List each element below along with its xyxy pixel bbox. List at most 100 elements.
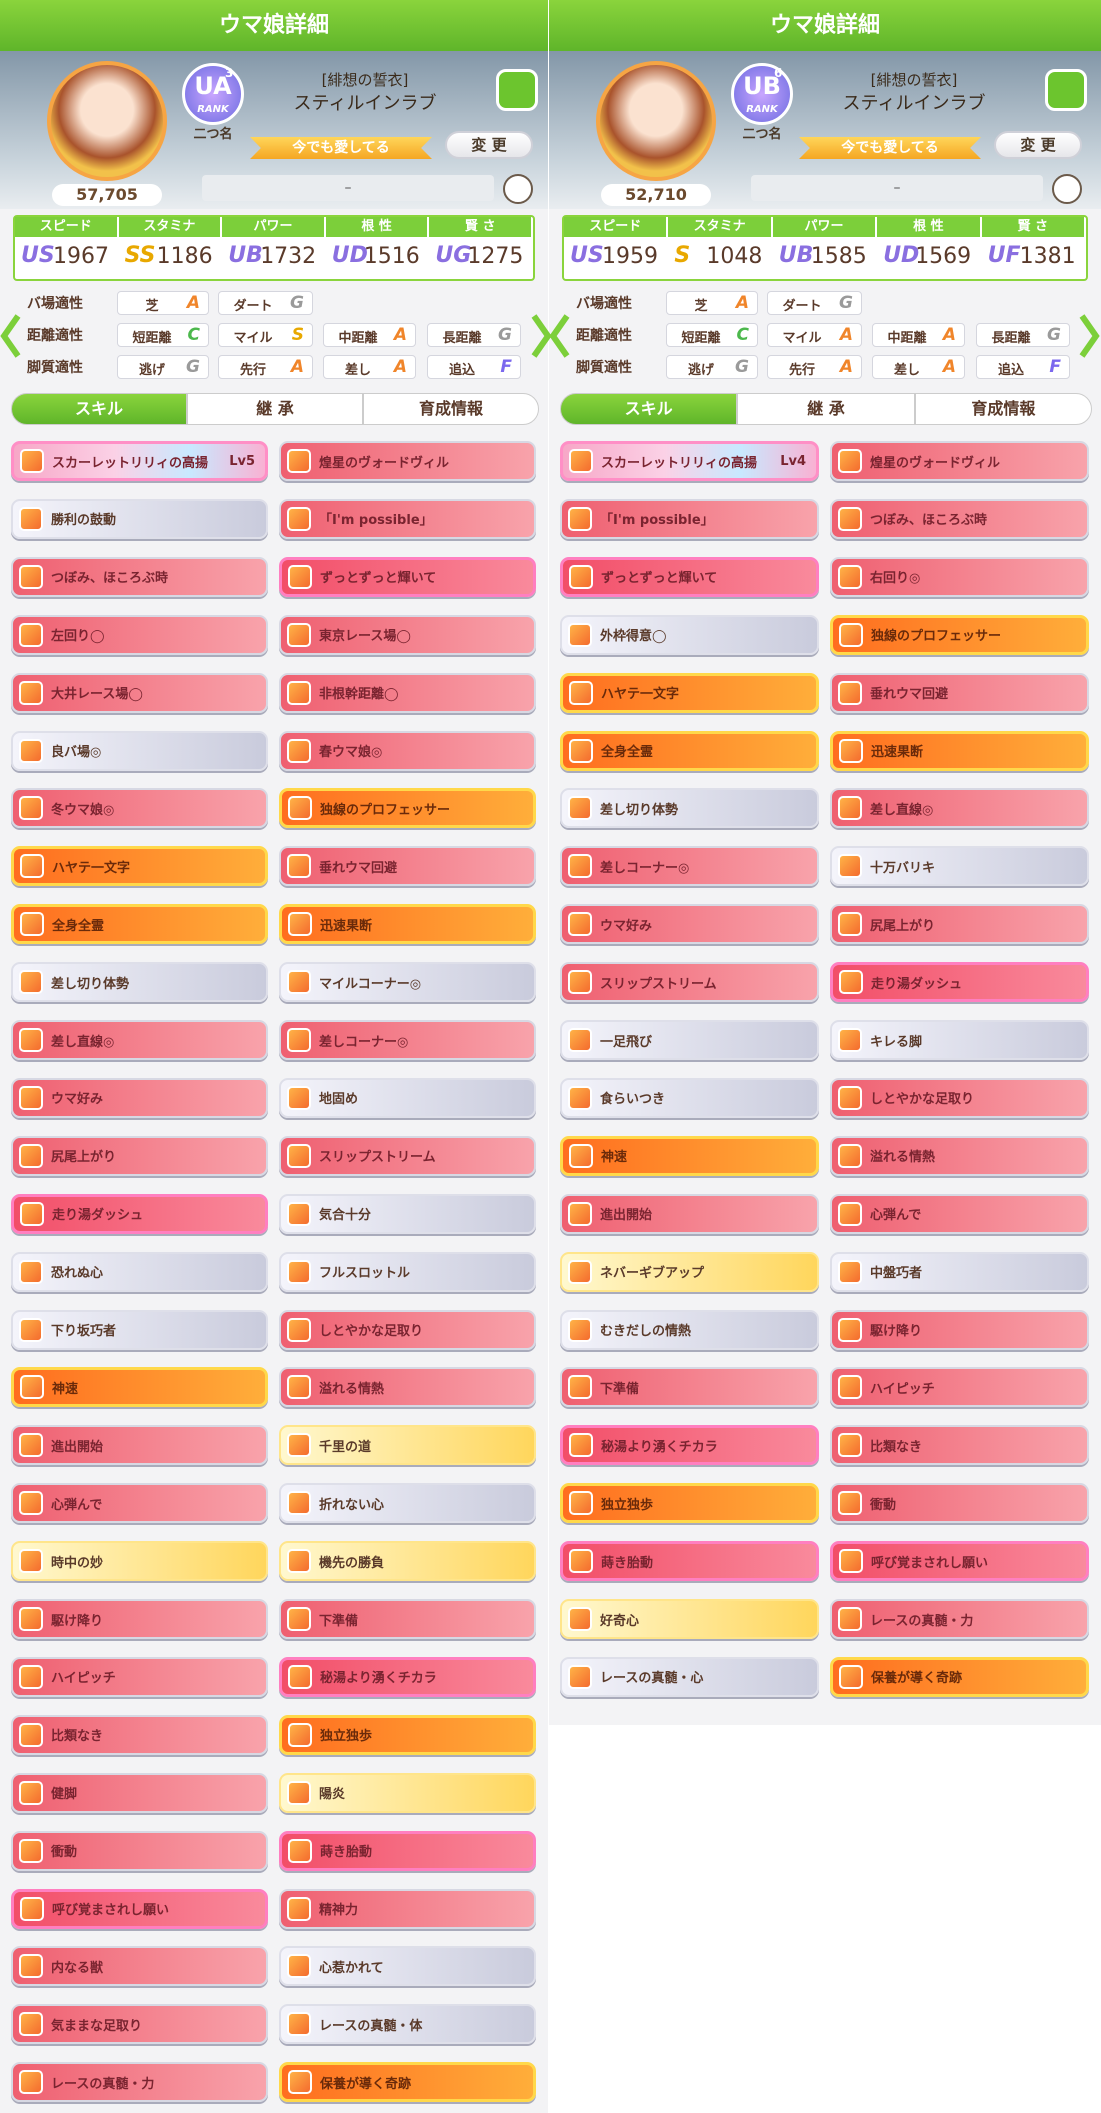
skill[interactable]: 迅速果断 <box>279 904 536 945</box>
skill[interactable]: 秘湯より湧くチカラ <box>279 1656 536 1697</box>
skill[interactable]: 精神力 <box>279 1888 536 1929</box>
skill[interactable]: 心弾んで <box>830 1193 1089 1234</box>
skill[interactable]: 差し直線◎ <box>830 788 1089 829</box>
skill[interactable]: 独線のプロフェッサー <box>830 614 1089 655</box>
next-arrow[interactable] <box>1078 312 1100 360</box>
skill[interactable]: 心弾んで <box>11 1483 268 1524</box>
skill[interactable]: 全身全霊 <box>11 904 268 945</box>
skill[interactable]: 溢れる情熱 <box>830 1135 1089 1176</box>
skill[interactable]: 蒔き胎動 <box>279 1830 536 1871</box>
skill[interactable]: 十万バリキ <box>830 846 1089 887</box>
skill[interactable]: 差し直線◎ <box>11 1020 268 1060</box>
skill[interactable]: 駆け降り <box>11 1599 268 1639</box>
skill[interactable]: 尻尾上がり <box>11 1135 268 1176</box>
skill[interactable]: しとやかな足取り <box>279 1309 536 1350</box>
skill[interactable]: 衝動 <box>11 1830 268 1871</box>
tab[interactable]: 育成情報 <box>363 393 539 425</box>
skill[interactable]: 内なる獣 <box>11 1946 268 1987</box>
skill[interactable]: 進出開始 <box>560 1193 819 1234</box>
change-button[interactable]: 変 更 <box>445 131 533 159</box>
skill[interactable]: 尻尾上がり <box>830 904 1089 945</box>
skill[interactable]: 外枠得意◯ <box>560 614 819 655</box>
skill[interactable]: 気合十分 <box>279 1193 536 1234</box>
skill[interactable]: 「I'm possible」 <box>560 498 819 539</box>
skill[interactable]: 心惹かれて <box>279 1946 536 1987</box>
skill[interactable]: 差し切り体勢 <box>11 962 268 1003</box>
skill[interactable]: 全身全霊 <box>560 730 819 771</box>
prev-arrow[interactable] <box>549 312 571 360</box>
tab[interactable]: 育成情報 <box>914 393 1092 425</box>
skill[interactable]: 差しコーナー◎ <box>279 1020 536 1060</box>
skill[interactable]: 左回り◯ <box>11 614 268 655</box>
skill[interactable]: 迅速果断 <box>830 730 1089 771</box>
skill[interactable]: ハヤテ一文字 <box>11 846 268 887</box>
skill[interactable]: 千里の道 <box>279 1425 536 1466</box>
skill[interactable]: 中盤巧者 <box>830 1251 1089 1292</box>
edit-button[interactable] <box>1052 174 1082 204</box>
skill[interactable]: 冬ウマ娘◎ <box>11 788 268 829</box>
skill[interactable]: 大井レース場◯ <box>11 672 268 713</box>
skill[interactable]: 差し切り体勢 <box>560 788 819 829</box>
skill[interactable]: マイルコーナー◎ <box>279 962 536 1003</box>
skill[interactable]: 比類なき <box>11 1714 268 1755</box>
skill[interactable]: 垂れウマ回避 <box>830 672 1089 713</box>
skill[interactable]: 一足飛び <box>560 1020 819 1060</box>
edit-button[interactable] <box>503 174 533 204</box>
skill[interactable]: 下り坂巧者 <box>11 1309 268 1350</box>
skill[interactable]: 独線のプロフェッサー <box>279 788 536 829</box>
skill[interactable]: 進出開始 <box>11 1425 268 1466</box>
tab[interactable]: スキル <box>560 393 738 425</box>
skill[interactable]: 駆け降り <box>830 1309 1089 1350</box>
skill[interactable]: ウマ好み <box>560 904 819 945</box>
skill[interactable]: むきだしの情熱 <box>560 1309 819 1350</box>
skill[interactable]: 衝動 <box>830 1483 1089 1524</box>
prev-arrow[interactable] <box>0 312 22 360</box>
skill[interactable]: 差しコーナー◎ <box>560 846 819 887</box>
skill[interactable]: 春ウマ娘◎ <box>279 730 536 771</box>
skill[interactable]: 溢れる情熱 <box>279 1367 536 1408</box>
skill[interactable]: ハヤテ一文字 <box>560 672 819 713</box>
skill[interactable]: ネバーギブアップ <box>560 1251 819 1292</box>
skill[interactable]: ウマ好み <box>11 1077 268 1118</box>
skill[interactable]: ずっとずっと輝いて <box>279 556 536 597</box>
skill[interactable]: 「I'm possible」 <box>279 498 536 539</box>
skill[interactable]: 機先の勝負 <box>279 1541 536 1582</box>
skill[interactable]: 呼び覚まされし願い <box>11 1888 268 1929</box>
skill[interactable]: レースの真髄・力 <box>11 2062 268 2103</box>
skill[interactable]: 垂れウマ回避 <box>279 846 536 887</box>
skill[interactable]: 健脚 <box>11 1772 268 1813</box>
skill[interactable]: ハイピッチ <box>11 1656 268 1697</box>
skill[interactable]: 良バ場◎ <box>11 730 268 771</box>
skill[interactable]: しとやかな足取り <box>830 1077 1089 1118</box>
skill[interactable]: 神速 <box>11 1367 268 1408</box>
skill[interactable]: 下準備 <box>560 1367 819 1408</box>
tab[interactable]: 継 承 <box>737 393 915 425</box>
skill[interactable]: 好奇心 <box>560 1599 819 1639</box>
skill[interactable]: つぼみ、ほころぶ時 <box>830 498 1089 539</box>
skill[interactable]: 下準備 <box>279 1599 536 1639</box>
skill[interactable]: ずっとずっと輝いて <box>560 556 819 597</box>
skill[interactable]: 右回り◎ <box>830 556 1089 597</box>
skill[interactable]: スリップストリーム <box>279 1135 536 1176</box>
skill[interactable]: 保養が導く奇跡 <box>279 2062 536 2103</box>
skill[interactable]: スリップストリーム <box>560 962 819 1003</box>
skill[interactable]: 食らいつき <box>560 1077 819 1118</box>
skill[interactable]: 時中の妙 <box>11 1541 268 1582</box>
skill[interactable]: 独立独歩 <box>560 1483 819 1524</box>
next-arrow[interactable] <box>530 312 552 360</box>
skill[interactable]: レースの真髄・体 <box>279 2004 536 2045</box>
skill[interactable]: 保養が導く奇跡 <box>830 1656 1089 1697</box>
skill[interactable]: レースの真髄・心 <box>560 1656 819 1697</box>
share-button[interactable] <box>1045 69 1087 111</box>
skill[interactable]: スカーレットリリィの高揚 Lv5 <box>11 441 268 481</box>
skill[interactable]: レースの真髄・力 <box>830 1599 1089 1639</box>
skill[interactable]: 神速 <box>560 1135 819 1176</box>
skill[interactable]: 蒔き胎動 <box>560 1541 819 1582</box>
skill[interactable]: 東京レース場◯ <box>279 614 536 655</box>
skill[interactable]: 非根幹距離◯ <box>279 672 536 713</box>
skill[interactable]: ハイピッチ <box>830 1367 1089 1408</box>
tab[interactable]: スキル <box>11 393 187 425</box>
skill[interactable]: 煌星のヴォードヴィル <box>830 441 1089 481</box>
skill[interactable]: 秘湯より湧くチカラ <box>560 1425 819 1466</box>
skill[interactable]: 恐れぬ心 <box>11 1251 268 1292</box>
